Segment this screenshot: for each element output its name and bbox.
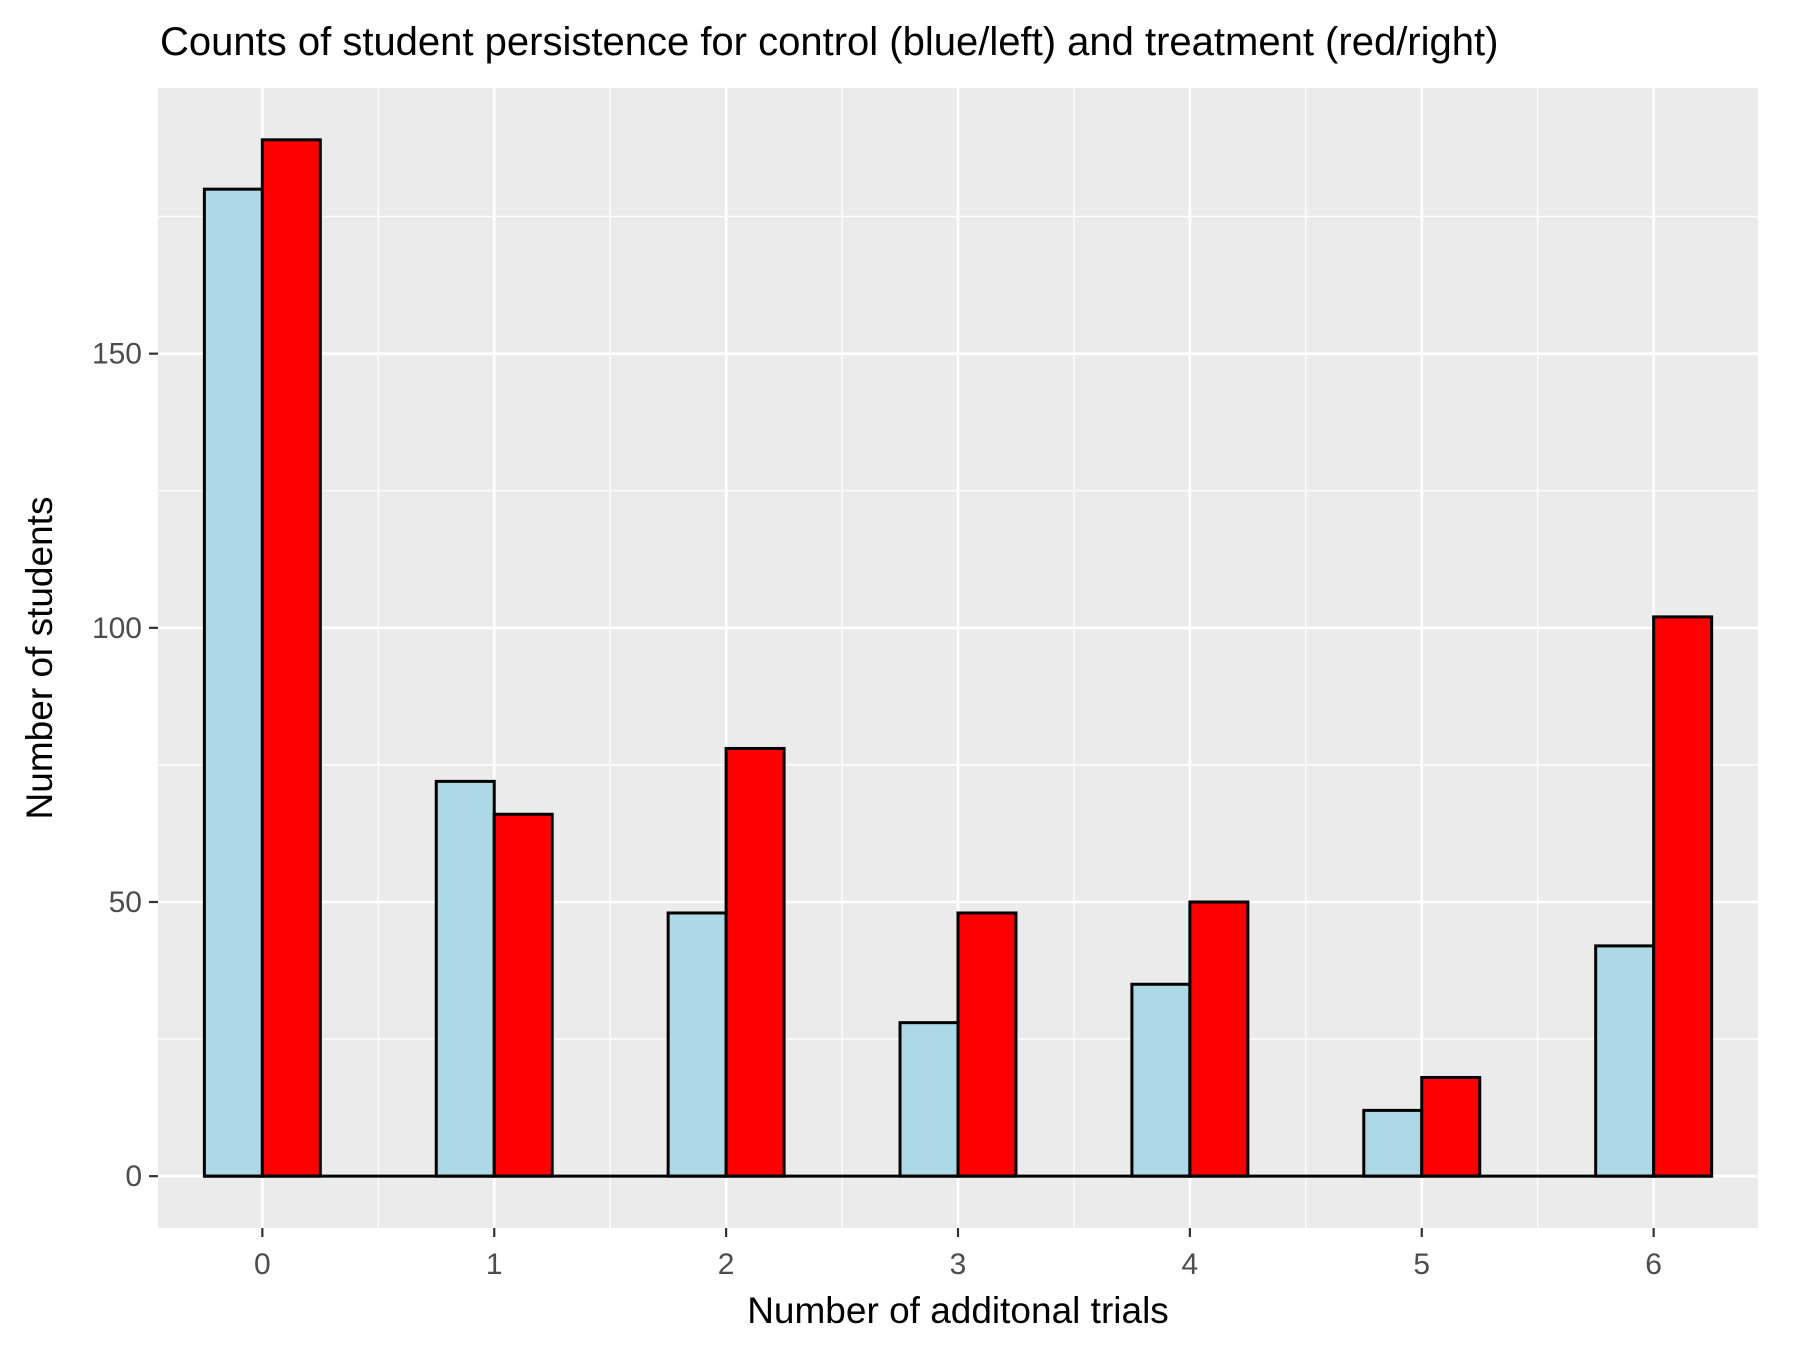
- chart-title: Counts of student persistence for contro…: [160, 20, 1498, 64]
- bar-treatment: [492, 812, 554, 1178]
- x-tick-label: 5: [1413, 1248, 1430, 1281]
- bar-control: [1130, 982, 1192, 1178]
- x-tick-label: 4: [1182, 1248, 1199, 1281]
- x-tick-label: 6: [1645, 1248, 1662, 1281]
- x-tick-label: 1: [486, 1248, 503, 1281]
- bar-control: [898, 1021, 960, 1178]
- bar-control: [434, 779, 496, 1178]
- x-axis: 0 1 2 3 4 5 6: [254, 1228, 1662, 1281]
- bar-control: [666, 911, 728, 1178]
- bar-treatment: [956, 911, 1018, 1178]
- bar-treatment: [1652, 615, 1714, 1178]
- y-tick-label: 100: [92, 612, 142, 645]
- y-tick-label: 0: [125, 1160, 142, 1193]
- bar-control: [1362, 1108, 1424, 1178]
- x-axis-title: Number of additonal trials: [747, 1290, 1169, 1331]
- y-tick-label: 150: [92, 338, 142, 371]
- y-tick-label: 50: [109, 886, 142, 919]
- bar-control: [1594, 944, 1656, 1178]
- x-tick-label: 0: [254, 1248, 271, 1281]
- x-tick-label: 2: [718, 1248, 735, 1281]
- bar-treatment: [1188, 900, 1250, 1178]
- x-tick-label: 3: [950, 1248, 967, 1281]
- y-axis: 0 50 100 150: [92, 338, 158, 1193]
- bar-treatment: [1420, 1075, 1482, 1178]
- bar-group: [202, 138, 1714, 1178]
- bar-treatment: [260, 138, 322, 1178]
- y-axis-title: Number of students: [19, 497, 60, 820]
- bar-control: [202, 187, 264, 1178]
- bar-treatment: [724, 746, 786, 1178]
